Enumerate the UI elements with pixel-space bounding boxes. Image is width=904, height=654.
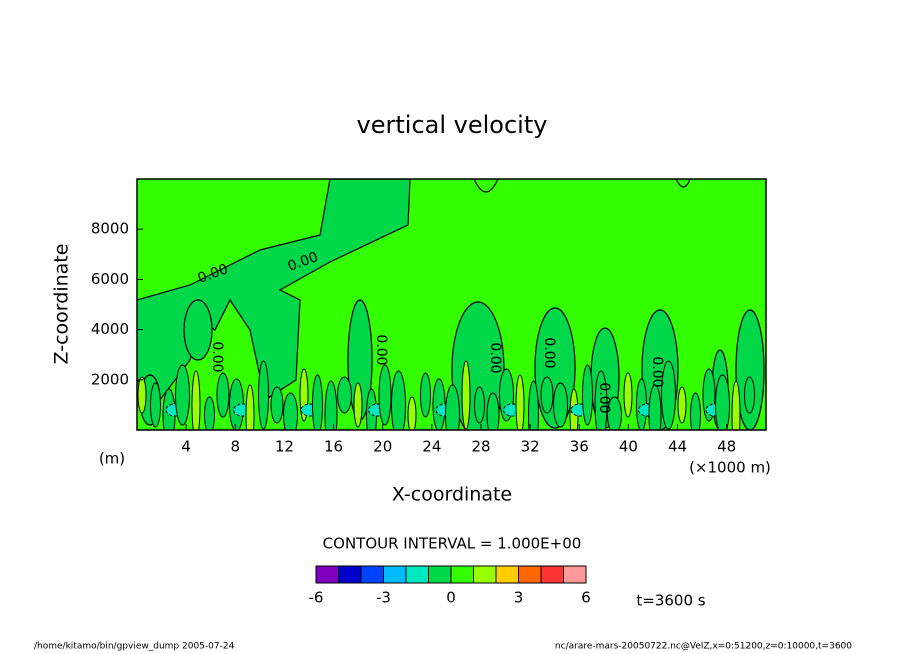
colorbar-tick-label: 0 [446, 589, 456, 607]
contour-region [283, 392, 298, 430]
colorbar-tick-label: -3 [376, 589, 391, 607]
x-tick-label: 40 [619, 438, 638, 456]
contour-region [486, 392, 500, 430]
contour-region [445, 384, 460, 430]
footer-left: /home/kitamo/bin/gpview_dump 2005-07-24 [34, 642, 235, 652]
contour-region [735, 309, 765, 430]
contour-region [528, 380, 539, 430]
contour-region [607, 396, 622, 430]
x-tick-label: 28 [471, 438, 490, 456]
x-tick-label: 44 [668, 438, 687, 456]
contour-field [137, 179, 766, 430]
contour-region [175, 364, 190, 426]
contour-label: 0.00 [649, 356, 665, 387]
contour-region [353, 382, 363, 428]
colorbar-cell [473, 565, 497, 584]
contour-line [473, 179, 691, 193]
x-tick-label: 20 [373, 438, 392, 456]
x-tick-label: 16 [324, 438, 343, 456]
contour-region [623, 372, 633, 418]
x-axis-label: X-coordinate [392, 484, 512, 506]
contour-region [661, 360, 676, 430]
contour-region [474, 386, 485, 424]
contour-label: 0.00 [487, 342, 503, 373]
contour-region [594, 370, 608, 430]
colorbar-cell [450, 565, 474, 584]
contour-region [677, 386, 687, 424]
x-tick-label: 36 [570, 438, 589, 456]
y-tick-label: 4000 [91, 320, 129, 338]
chart-title: vertical velocity [357, 111, 548, 139]
x-tick-label: 4 [181, 438, 191, 456]
contour-label: 0.00 [209, 341, 225, 372]
contour-region [216, 372, 230, 418]
contour-region [324, 380, 338, 430]
contour-label: 0.00 [596, 382, 612, 413]
contour-region [150, 382, 161, 428]
contour-region [540, 376, 554, 414]
colorbar-cell [518, 565, 542, 584]
colorbar-cell [495, 565, 519, 584]
x-tick-label: 12 [275, 438, 294, 456]
contour-region [461, 360, 471, 430]
contour-region [258, 360, 269, 430]
colorbar-cell [428, 565, 452, 584]
contour-region [337, 376, 352, 414]
contour-region [715, 374, 730, 430]
colorbar-cell [563, 565, 587, 584]
colorbar-tick-label: -6 [309, 589, 324, 607]
contour-region [407, 396, 417, 430]
colorbar-cell [405, 565, 429, 584]
colorbar-cell [315, 565, 339, 584]
contour-region [553, 382, 568, 428]
y-tick-label: 8000 [91, 220, 129, 238]
contour-region [183, 299, 213, 361]
contour-region [191, 370, 201, 430]
colorbar-cell [540, 565, 564, 584]
colorbar-cell [383, 565, 407, 584]
x-tick-label: 8 [231, 438, 241, 456]
contour-region [137, 376, 147, 414]
contour-region [420, 372, 431, 418]
colorbar-tick-label: 3 [514, 589, 524, 607]
contour-region [515, 374, 525, 430]
plot-frame [136, 178, 767, 431]
contour-region [648, 384, 662, 430]
contour-region [391, 370, 406, 430]
contour-region [204, 396, 215, 430]
y-axis-label: Z-coordinate [51, 244, 73, 365]
time-label: t=3600 s [636, 592, 705, 610]
y-tick-label: 6000 [91, 270, 129, 288]
colorbar-tick-label: 6 [581, 589, 591, 607]
x-unit: (×1000 m) [689, 459, 771, 477]
contour-label: 0.00 [373, 334, 389, 365]
x-tick-label: 48 [717, 438, 736, 456]
x-tick-label: 32 [521, 438, 540, 456]
contour-region [731, 380, 741, 430]
x-tick-label: 24 [422, 438, 441, 456]
colorbar-cell [338, 565, 362, 584]
contour-region [690, 392, 701, 430]
contour-region [582, 364, 593, 426]
footer-right: nc/arare-mars-20050722.nc@VelZ,x=0:51200… [555, 642, 852, 652]
contour-region [270, 386, 284, 424]
colorbar-cell [360, 565, 384, 584]
contour-region [744, 376, 755, 414]
contour-label: 0.00 [541, 337, 557, 368]
contour-region [378, 364, 392, 426]
contour-region [312, 374, 323, 430]
contour-region [245, 384, 255, 430]
y-unit: (m) [99, 450, 125, 468]
y-tick-label: 2000 [91, 370, 129, 388]
contour-fills [137, 179, 766, 430]
contour-interval: CONTOUR INTERVAL = 1.000E+00 [323, 535, 582, 553]
